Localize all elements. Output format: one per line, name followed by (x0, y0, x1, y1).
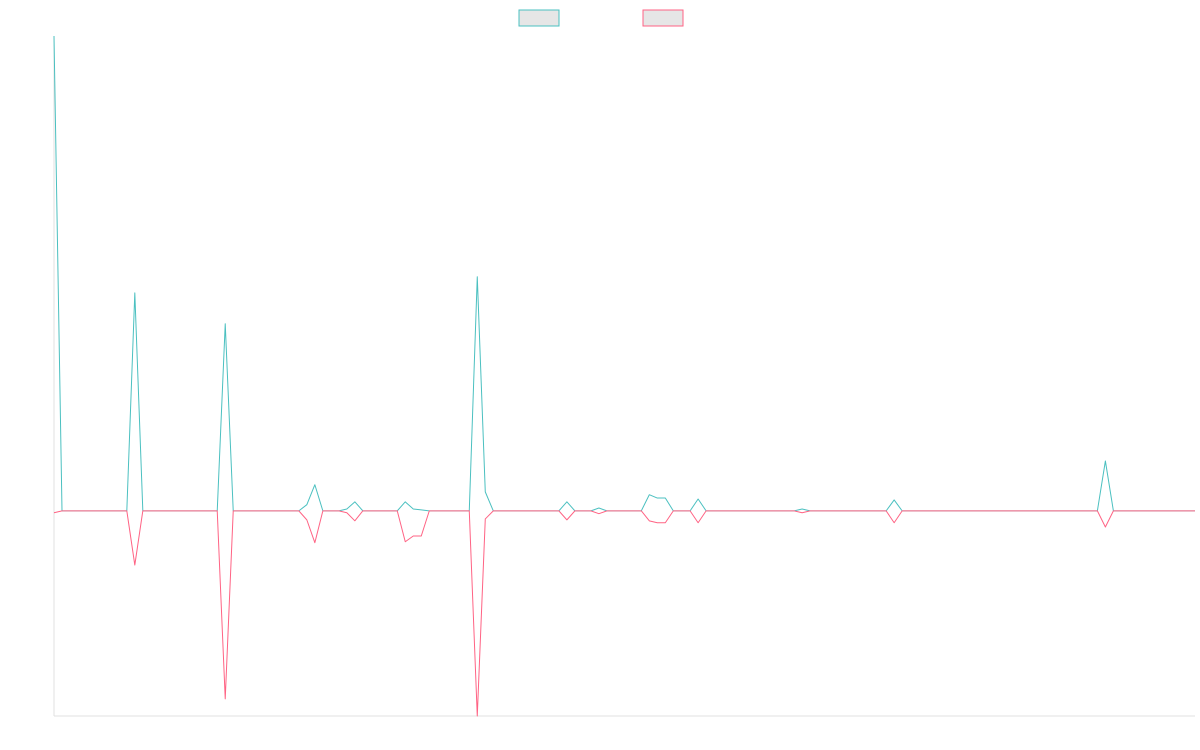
legend-swatch (642, 9, 684, 27)
legend-swatch (518, 9, 560, 27)
series-line (53, 35, 1195, 512)
series-line (53, 510, 1195, 717)
